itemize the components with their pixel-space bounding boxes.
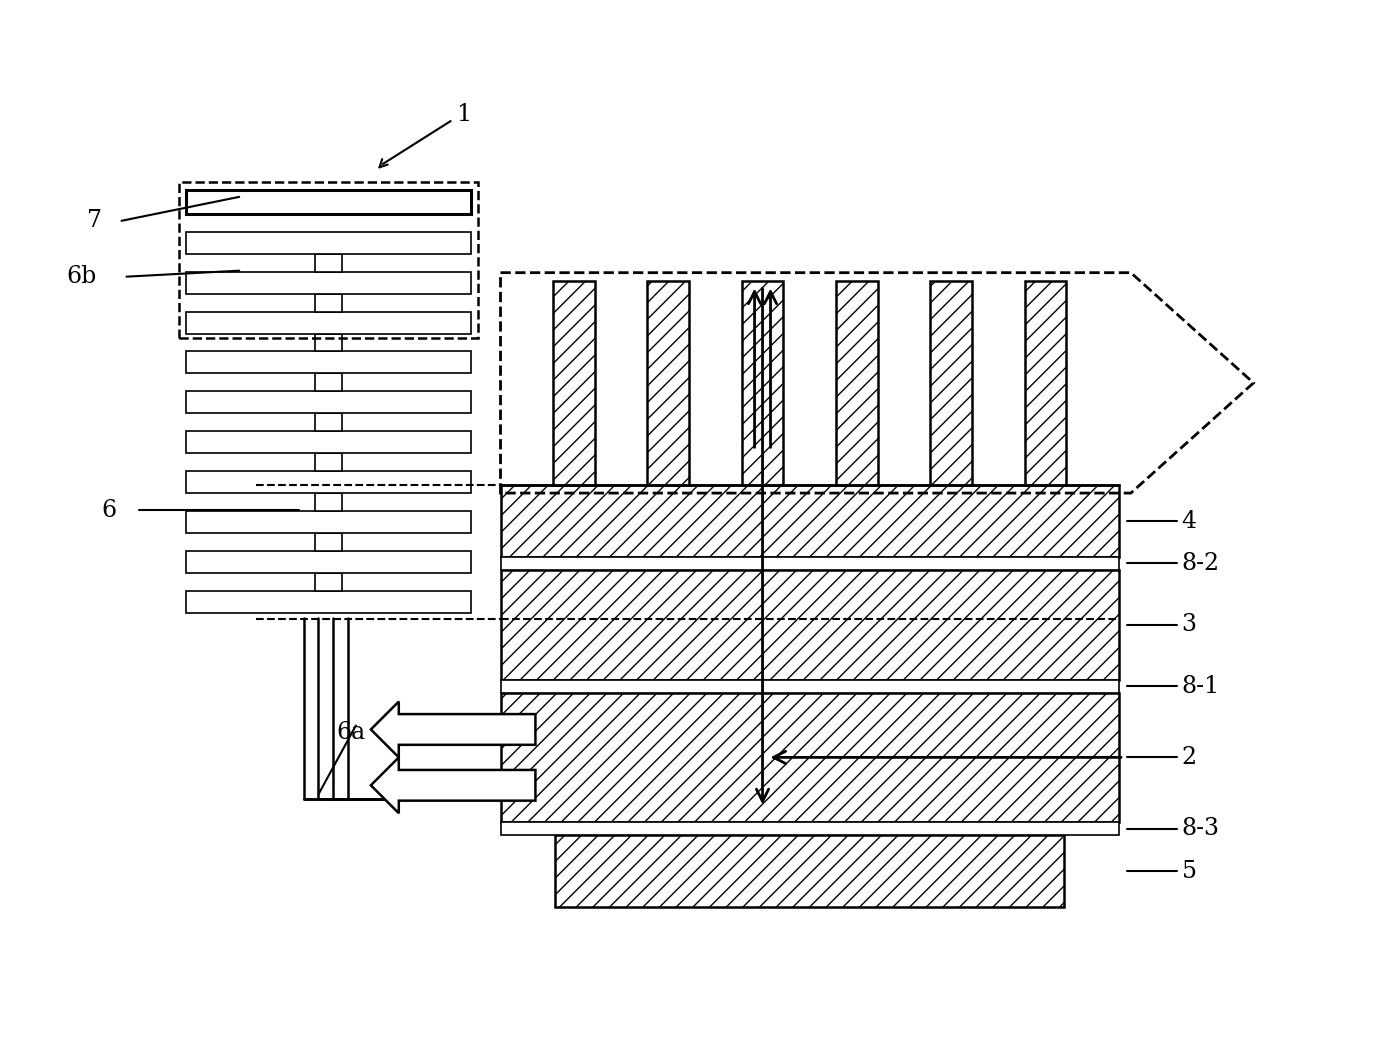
- Bar: [186, 391, 471, 413]
- Bar: [186, 511, 471, 533]
- Text: 8-3: 8-3: [1182, 817, 1220, 840]
- Bar: [314, 254, 343, 271]
- Bar: [314, 413, 343, 431]
- Bar: [186, 351, 471, 373]
- Bar: [836, 281, 878, 485]
- Bar: [186, 271, 471, 293]
- Text: 6a: 6a: [336, 721, 365, 744]
- Bar: [1025, 281, 1067, 485]
- Bar: [179, 181, 478, 339]
- Bar: [500, 556, 1120, 570]
- Bar: [186, 551, 471, 573]
- Text: 8-1: 8-1: [1182, 675, 1220, 698]
- Bar: [186, 591, 471, 613]
- Bar: [186, 232, 471, 254]
- Bar: [186, 190, 471, 214]
- Text: 8-2: 8-2: [1182, 552, 1220, 575]
- Bar: [314, 293, 343, 311]
- Text: 5: 5: [1182, 859, 1197, 882]
- Bar: [500, 693, 1120, 823]
- Bar: [931, 281, 972, 485]
- Text: 2: 2: [1182, 746, 1197, 769]
- Bar: [186, 431, 471, 453]
- Bar: [500, 485, 1120, 556]
- Polygon shape: [371, 701, 535, 758]
- Text: 1: 1: [456, 103, 471, 126]
- Bar: [647, 281, 689, 485]
- Text: 3: 3: [1182, 613, 1197, 636]
- Bar: [314, 573, 343, 591]
- Text: 4: 4: [1182, 509, 1197, 532]
- Bar: [314, 333, 343, 351]
- Bar: [186, 472, 471, 493]
- Bar: [314, 373, 343, 391]
- Text: 7: 7: [86, 210, 101, 233]
- Bar: [186, 311, 471, 333]
- Bar: [314, 493, 343, 511]
- Bar: [500, 823, 1120, 835]
- Bar: [500, 570, 1120, 679]
- Bar: [314, 533, 343, 551]
- Bar: [556, 835, 1064, 907]
- Text: 6b: 6b: [67, 265, 97, 288]
- Bar: [742, 281, 783, 485]
- Bar: [314, 453, 343, 472]
- Polygon shape: [371, 758, 535, 813]
- Bar: [500, 679, 1120, 693]
- Bar: [553, 281, 594, 485]
- Text: 6: 6: [101, 499, 117, 522]
